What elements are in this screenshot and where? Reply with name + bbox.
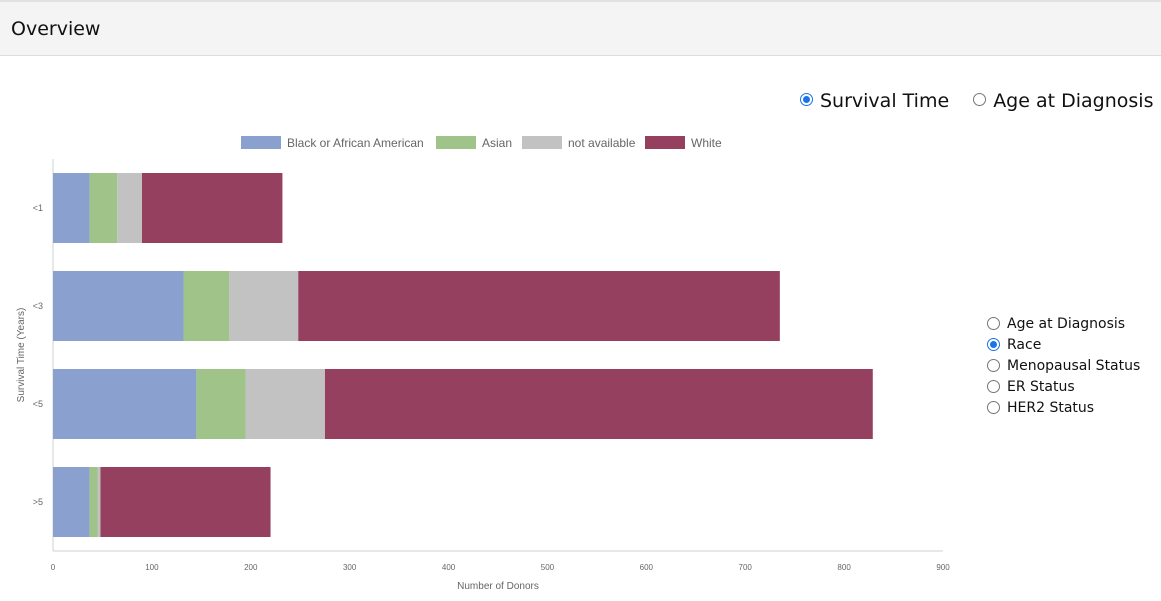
radio-unchecked-icon[interactable]: [987, 380, 1000, 393]
bar-asian-3: [89, 467, 98, 537]
bar-white-3: [100, 467, 271, 537]
x-tick-label: 100: [145, 563, 159, 572]
x-tick-label: 700: [739, 563, 753, 572]
x-tick-label: 800: [837, 563, 851, 572]
x-tick-label: 900: [936, 563, 950, 572]
legend-label-white: White: [691, 136, 722, 150]
legend-swatch-black-or-african-american: [241, 136, 281, 149]
bar-not-available-1: [229, 271, 299, 341]
x-tick-label: 200: [244, 563, 258, 572]
y-tick-label: <5: [33, 399, 43, 409]
legend-swatch-asian: [436, 136, 476, 149]
x-tick-labels: 0 100 200 300 400 500 600 700 800 900: [51, 563, 950, 572]
group-option-label: ER Status: [1007, 378, 1075, 395]
legend-label-black-or-african-american: Black or African American: [287, 136, 424, 150]
survival-time-radio[interactable]: Survival Time: [800, 90, 949, 112]
view-toggle: Survival Time Age at Diagnosis: [800, 90, 1153, 113]
age-at-diagnosis-radio[interactable]: Age at Diagnosis: [973, 90, 1153, 112]
group-menopausal-status-radio[interactable]: Menopausal Status: [987, 355, 1140, 376]
x-tick-label: 0: [51, 563, 56, 572]
y-tick-label: <1: [33, 203, 43, 213]
bar-black-or-african-american-0: [53, 173, 90, 243]
bar-asian-1: [183, 271, 230, 341]
legend-swatch-white: [645, 136, 685, 149]
age-at-diagnosis-label: Age at Diagnosis: [993, 90, 1154, 112]
bar-white-0: [142, 173, 283, 243]
group-option-label: HER2 Status: [1007, 399, 1095, 416]
radio-unchecked-icon[interactable]: [973, 92, 987, 106]
group-option-label: Menopausal Status: [1007, 357, 1141, 374]
bar-black-or-african-american-1: [53, 271, 184, 341]
overview-header: Overview: [0, 0, 1161, 56]
legend-label-not-available: not available: [568, 136, 636, 150]
x-tick-label: 500: [541, 563, 555, 572]
radio-checked-icon[interactable]: [987, 338, 1000, 351]
legend-label-asian: Asian: [482, 136, 512, 150]
group-by-options: Age at Diagnosis Race Menopausal Status …: [987, 313, 1140, 418]
y-tick-label: >5: [33, 497, 43, 507]
radio-checked-icon[interactable]: [800, 92, 813, 106]
y-axis-title: Survival Time (Years): [16, 308, 27, 403]
bar-series: [53, 173, 873, 537]
radio-unchecked-icon[interactable]: [987, 359, 1000, 372]
group-age-at-diagnosis-radio[interactable]: Age at Diagnosis: [987, 313, 1140, 334]
bar-black-or-african-american-3: [53, 467, 90, 537]
chart-legend: Black or African American Asian not availa…: [241, 136, 722, 150]
bar-white-1: [298, 271, 780, 341]
page-title: Overview: [11, 18, 101, 40]
bar-white-2: [324, 369, 873, 439]
bar-not-available-2: [245, 369, 325, 439]
y-tick-labels: <1 <3 <5 >5: [33, 203, 43, 507]
x-tick-label: 400: [442, 563, 456, 572]
group-race-radio[interactable]: Race: [987, 334, 1140, 355]
group-option-label: Age at Diagnosis: [1007, 315, 1126, 332]
y-tick-label: <3: [33, 301, 43, 311]
x-tick-label: 600: [640, 563, 654, 572]
bar-asian-2: [196, 369, 246, 439]
bar-not-available-3: [97, 467, 101, 537]
survival-time-bar-chart: Black or African American Asian not availa…: [16, 136, 950, 592]
group-option-label: Race: [1007, 336, 1042, 353]
radio-unchecked-icon[interactable]: [987, 317, 1000, 330]
bar-asian-0: [89, 173, 118, 243]
survival-time-label: Survival Time: [820, 90, 950, 112]
group-er-status-radio[interactable]: ER Status: [987, 376, 1140, 397]
bar-not-available-0: [117, 173, 142, 243]
x-tick-label: 300: [343, 563, 357, 572]
bar-black-or-african-american-2: [53, 369, 197, 439]
legend-swatch-not-available: [522, 136, 562, 149]
radio-unchecked-icon[interactable]: [987, 401, 1000, 414]
x-axis-title: Number of Donors: [457, 581, 539, 592]
group-her2-status-radio[interactable]: HER2 Status: [987, 397, 1140, 418]
